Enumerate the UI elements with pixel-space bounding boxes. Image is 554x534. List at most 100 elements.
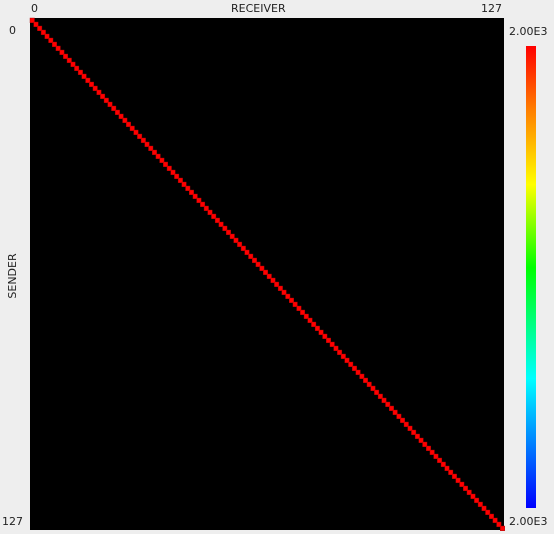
heatmap-cell-25-25[interactable] — [122, 117, 128, 124]
heatmap-cell-19-19[interactable] — [100, 93, 106, 100]
heatmap-cell-126-126[interactable] — [496, 521, 502, 528]
heatmap-cell-27-27[interactable] — [129, 125, 135, 132]
heatmap-cell-40-40[interactable] — [177, 177, 183, 184]
heatmap-cell-55-55[interactable] — [233, 237, 239, 244]
heatmap-cell-21-21[interactable] — [107, 101, 113, 108]
heatmap-cell-26-26[interactable] — [126, 121, 131, 128]
heatmap-cell-124-124[interactable] — [488, 513, 494, 520]
heatmap-cell-88-88[interactable] — [355, 369, 361, 376]
heatmap-cell-76-76[interactable] — [311, 321, 317, 328]
heatmap-cell-63-63[interactable] — [263, 269, 269, 276]
heatmap-cell-58-58[interactable] — [244, 249, 250, 256]
heatmap-cell-127-127[interactable] — [500, 525, 505, 532]
heatmap-cell-108-108[interactable] — [429, 449, 435, 456]
heatmap-cell-67-67[interactable] — [277, 285, 283, 292]
heatmap-cell-69-69[interactable] — [285, 293, 291, 300]
heatmap-cell-120-120[interactable] — [474, 497, 480, 504]
heatmap-cell-44-44[interactable] — [192, 193, 198, 200]
heatmap-cell-62-62[interactable] — [259, 265, 265, 272]
heatmap-cell-51-51[interactable] — [218, 221, 224, 228]
heatmap-cell-77-77[interactable] — [314, 325, 320, 332]
heatmap-cell-37-37[interactable] — [166, 165, 172, 172]
heatmap-cell-14-14[interactable] — [81, 73, 87, 80]
heatmap-cell-99-99[interactable] — [396, 413, 402, 420]
heatmap-cell-8-8[interactable] — [59, 49, 65, 56]
heatmap-cell-122-122[interactable] — [481, 505, 487, 512]
heatmap-cell-47-47[interactable] — [203, 205, 209, 212]
heatmap-cell-18-18[interactable] — [96, 89, 102, 96]
heatmap-cell-64-64[interactable] — [266, 273, 272, 280]
heatmap-cell-45-45[interactable] — [196, 197, 202, 204]
heatmap-cell-105-105[interactable] — [418, 437, 424, 444]
heatmap-cell-11-11[interactable] — [70, 61, 76, 68]
heatmap-cell-84-84[interactable] — [340, 353, 346, 360]
heatmap-cell-114-114[interactable] — [451, 473, 457, 480]
heatmap-cell-89-89[interactable] — [359, 373, 365, 380]
heatmap-cell-9-9[interactable] — [63, 53, 69, 60]
heatmap-cell-113-113[interactable] — [448, 469, 454, 476]
heatmap-cell-49-49[interactable] — [211, 213, 217, 220]
heatmap-cell-87-87[interactable] — [351, 365, 357, 372]
heatmap-cell-100-100[interactable] — [400, 417, 406, 424]
heatmap-cell-52-52[interactable] — [222, 225, 228, 232]
heatmap-cell-121-121[interactable] — [477, 501, 483, 508]
heatmap-cell-33-33[interactable] — [151, 149, 157, 156]
heatmap-cell-93-93[interactable] — [374, 389, 380, 396]
heatmap-cell-15-15[interactable] — [85, 77, 91, 84]
heatmap-cell-106-106[interactable] — [422, 441, 428, 448]
heatmap-cell-50-50[interactable] — [214, 217, 220, 224]
heatmap-cell-112-112[interactable] — [444, 465, 450, 472]
heatmap-cell-68-68[interactable] — [281, 289, 287, 296]
heatmap-cell-75-75[interactable] — [307, 317, 313, 324]
heatmap-cell-118-118[interactable] — [466, 489, 472, 496]
heatmap-cell-101-101[interactable] — [403, 421, 409, 428]
heatmap-cell-59-59[interactable] — [248, 253, 254, 260]
heatmap-cell-17-17[interactable] — [92, 85, 98, 92]
heatmap-cell-29-29[interactable] — [137, 133, 143, 140]
heatmap-cell-65-65[interactable] — [270, 277, 276, 284]
heatmap-cell-71-71[interactable] — [292, 301, 298, 308]
heatmap-cell-83-83[interactable] — [337, 349, 343, 356]
heatmap-cell-22-22[interactable] — [111, 105, 117, 112]
heatmap-cell-10-10[interactable] — [66, 57, 72, 64]
heatmap-cell-103-103[interactable] — [411, 429, 417, 436]
heatmap-cell-7-7[interactable] — [55, 45, 61, 52]
heatmap-cell-43-43[interactable] — [189, 189, 194, 196]
heatmap-cell-74-74[interactable] — [303, 313, 309, 320]
heatmap-cell-80-80[interactable] — [326, 337, 331, 344]
heatmap-cell-32-32[interactable] — [148, 145, 154, 152]
heatmap-cell-35-35[interactable] — [159, 157, 165, 164]
heatmap-cell-96-96[interactable] — [385, 401, 391, 408]
heatmap-cell-111-111[interactable] — [440, 461, 446, 468]
heatmap-cell-66-66[interactable] — [274, 281, 280, 288]
heatmap-cell-53-53[interactable] — [226, 229, 231, 236]
heatmap-cell-92-92[interactable] — [370, 385, 376, 392]
heatmap-cell-30-30[interactable] — [140, 137, 146, 144]
heatmap-cell-0-0[interactable] — [29, 17, 35, 24]
heatmap-cell-1-1[interactable] — [33, 21, 39, 28]
heatmap-cell-46-46[interactable] — [200, 201, 206, 208]
heatmap-cell-4-4[interactable] — [44, 33, 50, 40]
heatmap-cell-5-5[interactable] — [48, 37, 54, 44]
heatmap-cell-34-34[interactable] — [155, 153, 161, 160]
heatmap-cell-91-91[interactable] — [366, 381, 372, 388]
heatmap-cell-54-54[interactable] — [229, 233, 235, 240]
heatmap-cell-98-98[interactable] — [392, 409, 398, 416]
heatmap-cell-2-2[interactable] — [37, 25, 43, 32]
communication-matrix-heatmap[interactable] — [29, 17, 505, 532]
heatmap-cell-117-117[interactable] — [463, 485, 468, 492]
heatmap-cell-12-12[interactable] — [74, 65, 80, 72]
heatmap-cell-70-70[interactable] — [289, 297, 294, 304]
heatmap-cell-104-104[interactable] — [414, 433, 420, 440]
heatmap-cell-28-28[interactable] — [133, 129, 139, 136]
heatmap-cell-107-107[interactable] — [426, 445, 431, 452]
heatmap-cell-90-90[interactable] — [363, 377, 368, 384]
heatmap-cell-110-110[interactable] — [437, 457, 443, 464]
heatmap-cell-56-56[interactable] — [237, 241, 243, 248]
heatmap-cell-42-42[interactable] — [185, 185, 191, 192]
heatmap-cell-94-94[interactable] — [377, 393, 383, 400]
heatmap-cell-23-23[interactable] — [114, 109, 120, 116]
heatmap-cell-78-78[interactable] — [318, 329, 324, 336]
heatmap-cell-38-38[interactable] — [170, 169, 176, 176]
heatmap-cell-48-48[interactable] — [207, 209, 213, 216]
